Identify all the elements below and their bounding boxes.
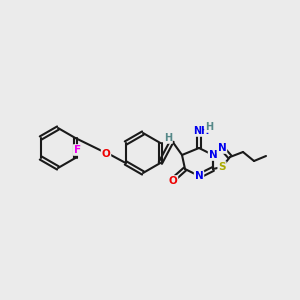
Text: O: O (169, 176, 177, 186)
Text: H: H (205, 122, 213, 132)
Text: N: N (208, 150, 217, 160)
Text: S: S (218, 162, 226, 172)
Text: N: N (195, 171, 203, 181)
Text: N: N (218, 143, 226, 153)
Text: F: F (74, 145, 81, 155)
Text: O: O (102, 149, 110, 159)
Text: H: H (164, 133, 172, 143)
Text: NH: NH (193, 126, 209, 136)
